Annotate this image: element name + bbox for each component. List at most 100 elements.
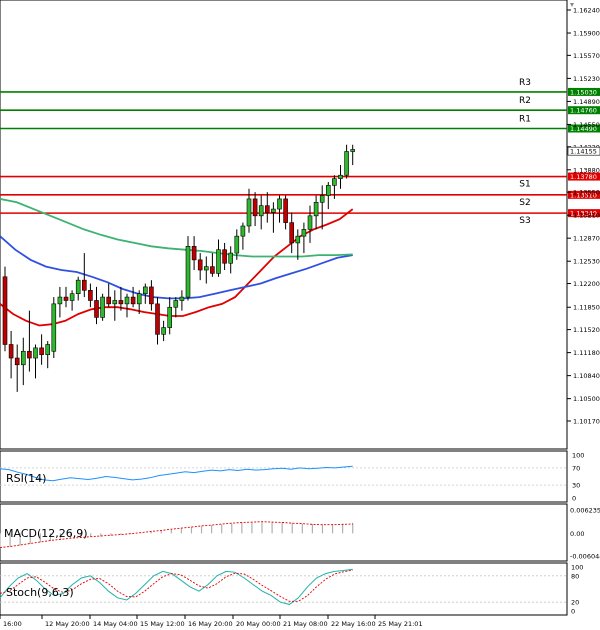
price-tick-label: 1.14890 bbox=[573, 98, 600, 106]
time-tick-label: 16 May 20:00 bbox=[188, 620, 233, 628]
price-tick-label: 1.12200 bbox=[573, 280, 600, 288]
rsi-panel-frame bbox=[0, 450, 568, 503]
bullish-candle bbox=[338, 174, 343, 179]
level-tag-value: 1.13510 bbox=[570, 191, 597, 199]
bullish-candle bbox=[325, 185, 331, 196]
bullish-candle bbox=[143, 286, 148, 295]
bearish-candle bbox=[88, 290, 93, 301]
price-tick-label: 1.12870 bbox=[573, 235, 600, 243]
price-tick-label: 1.15570 bbox=[573, 52, 600, 60]
level-tag-r1 bbox=[568, 124, 600, 133]
bullish-candle bbox=[185, 246, 191, 298]
bullish-candle bbox=[234, 235, 240, 254]
macd-panel-frame bbox=[0, 503, 568, 562]
level-tag-s3 bbox=[568, 209, 600, 218]
bullish-candle bbox=[240, 225, 246, 237]
stoch-tick-label: 0 bbox=[571, 608, 575, 616]
bearish-candle bbox=[14, 357, 20, 366]
level-label-s1: S1 bbox=[519, 180, 530, 190]
bullish-candle bbox=[161, 327, 166, 335]
stoch-panel-frame bbox=[0, 562, 568, 616]
current-price-marker: 1.14155 bbox=[567, 146, 600, 156]
price-tick-label: 1.13550 bbox=[573, 189, 600, 197]
macd-tick-label: 0.006235 bbox=[570, 507, 600, 515]
bearish-candle bbox=[155, 303, 160, 335]
price-tick-label: 1.16240 bbox=[573, 7, 600, 15]
ma-slow-line bbox=[0, 198, 353, 258]
price-tick-label: 1.12530 bbox=[573, 258, 600, 266]
candlesticks bbox=[2, 144, 356, 392]
bearish-candle bbox=[222, 249, 227, 264]
bearish-candle bbox=[39, 347, 44, 355]
time-tick-label: 15 May 12:00 bbox=[140, 620, 185, 628]
bearish-candle bbox=[94, 300, 99, 318]
bullish-candle bbox=[332, 178, 337, 186]
bullish-candle bbox=[173, 300, 179, 308]
bearish-candle bbox=[264, 205, 270, 213]
bullish-candle bbox=[204, 266, 209, 271]
level-label-r2: R2 bbox=[519, 96, 531, 106]
level-tag-r2 bbox=[568, 106, 600, 115]
time-tick-label: 12 May 20:00 bbox=[45, 620, 90, 628]
rsi-panel: 100 70 30 0 bbox=[0, 452, 584, 503]
level-label-r3: R3 bbox=[519, 78, 531, 88]
bearish-candle bbox=[27, 350, 32, 359]
price-tick-label: 1.14550 bbox=[573, 121, 600, 129]
price-tick-label: 1.10170 bbox=[573, 418, 600, 426]
time-tick-label: 21 May 08:00 bbox=[283, 620, 328, 628]
bullish-candle bbox=[33, 347, 38, 359]
level-tag-r3 bbox=[568, 87, 600, 96]
bullish-candle bbox=[350, 149, 356, 152]
current-price-label: 1.14155 bbox=[570, 148, 597, 156]
time-tick-label: 14 May 04:00 bbox=[93, 620, 138, 628]
bullish-candle bbox=[307, 215, 313, 230]
main-plot-frame bbox=[0, 0, 568, 450]
bullish-candle bbox=[45, 344, 51, 355]
bearish-candle bbox=[149, 286, 154, 305]
rsi-tick-label: 70 bbox=[572, 464, 580, 472]
level-tag-value: 1.14760 bbox=[570, 107, 597, 115]
bearish-candle bbox=[289, 222, 295, 244]
macd-tick-label: 0.00 bbox=[570, 530, 584, 538]
ma-mid-line bbox=[0, 235, 353, 300]
bearish-candle bbox=[197, 259, 203, 271]
bullish-candle bbox=[57, 296, 63, 305]
bullish-candle bbox=[313, 201, 319, 217]
level-label-s3: S3 bbox=[519, 216, 530, 226]
bullish-candle bbox=[277, 198, 282, 210]
bearish-candle bbox=[210, 266, 215, 274]
rsi-tick-label: 0 bbox=[572, 495, 576, 503]
rsi-tick-label: 30 bbox=[572, 482, 580, 490]
price-tick-label: 1.15230 bbox=[573, 75, 600, 83]
bearish-candle bbox=[82, 279, 87, 291]
time-tick-label: 25 May 21:01 bbox=[378, 620, 423, 628]
bullish-candle bbox=[51, 303, 57, 352]
bullish-candle bbox=[295, 235, 301, 244]
stoch-tick-label: 20 bbox=[571, 599, 579, 607]
bullish-candle bbox=[124, 296, 130, 305]
stoch-tick-label: 80 bbox=[571, 572, 579, 580]
level-tag-s1 bbox=[568, 172, 600, 181]
scroll-arrow-icon[interactable] bbox=[570, 3, 574, 7]
bullish-candle bbox=[136, 293, 142, 305]
price-tick-label: 1.13880 bbox=[573, 166, 600, 174]
level-tag-value: 1.15030 bbox=[570, 88, 597, 96]
level-tag-value: 1.14490 bbox=[570, 125, 597, 133]
current-price-box bbox=[567, 146, 600, 156]
bearish-candle bbox=[130, 296, 136, 305]
bullish-candle bbox=[301, 229, 307, 237]
macd-panel: 0.006235 0.00 -0.006044 bbox=[0, 507, 600, 561]
stoch-signal-line bbox=[0, 569, 353, 602]
bullish-candle bbox=[100, 296, 105, 318]
bearish-candle bbox=[63, 296, 69, 301]
macd-signal-line bbox=[0, 521, 353, 549]
rsi-tick-label: 100 bbox=[572, 452, 584, 460]
bearish-candle bbox=[106, 296, 111, 305]
level-tag-value: 1.13780 bbox=[570, 173, 597, 181]
bullish-candle bbox=[179, 296, 185, 301]
bullish-candle bbox=[344, 151, 349, 176]
bullish-candle bbox=[228, 252, 233, 264]
bearish-candle bbox=[283, 198, 288, 223]
